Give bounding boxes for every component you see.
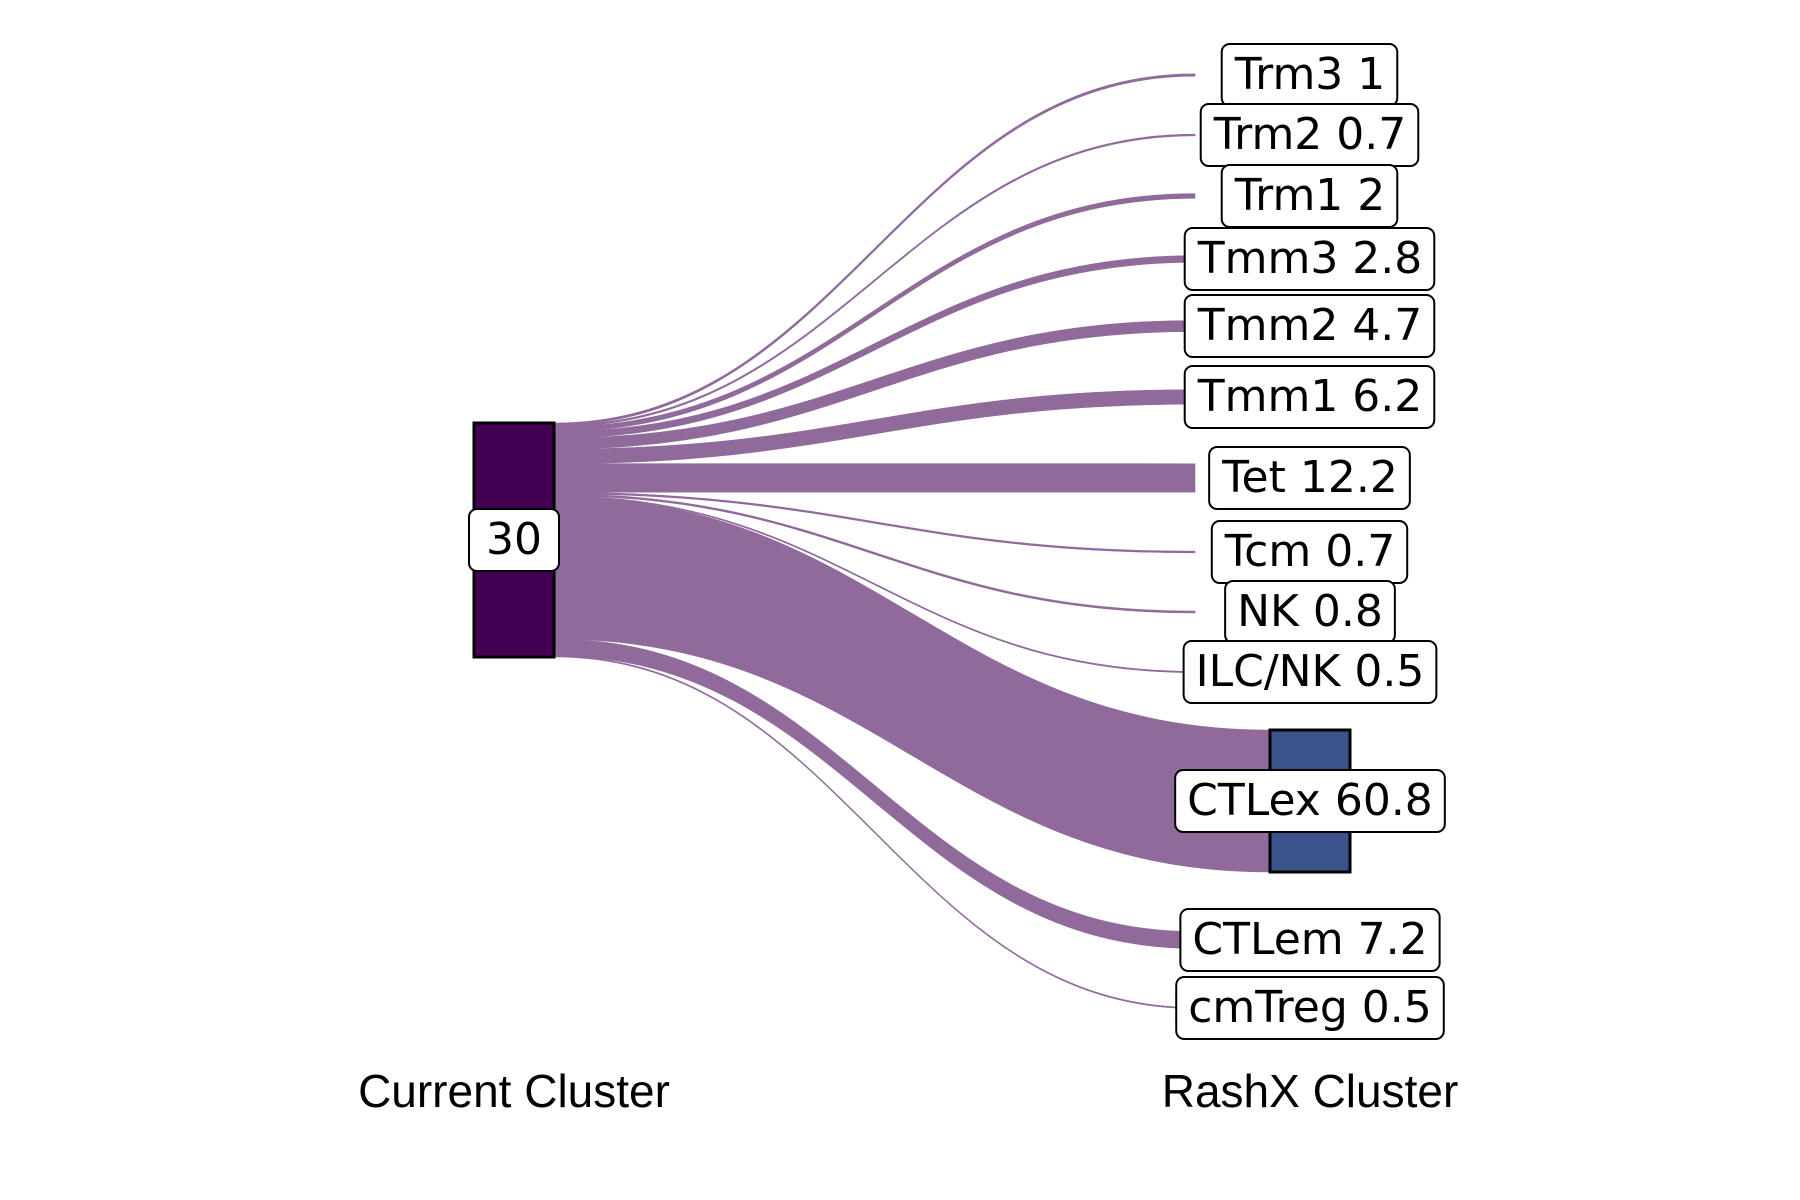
target-label-box: [1183, 365, 1436, 429]
flow-link-tet: [553, 463, 1196, 493]
target-label-tmm1: Tmm1 6.2: [1183, 365, 1436, 429]
target-label-text: Tcm 0.7: [1224, 526, 1395, 577]
target-label-text: ILC/NK 0.5: [1196, 646, 1425, 697]
target-label-text: Trm3 1: [1234, 49, 1386, 100]
target-label-text: Tmm1 6.2: [1197, 371, 1423, 422]
target-label-ctlem: CTLem 7.2: [1179, 908, 1441, 972]
flow-link-trm2: [553, 133, 1196, 428]
links-layer: [553, 73, 1271, 1009]
target-label-text: CTLem 7.2: [1192, 914, 1427, 965]
target-label-box: [1208, 446, 1411, 510]
target-label-text: Tmm3 2.8: [1197, 233, 1423, 284]
target-label-box: [1182, 640, 1438, 704]
flow-link-tcm: [553, 491, 1196, 554]
target-label-text: Trm2 0.7: [1213, 109, 1407, 160]
target-labels-layer: Trm3 1 Trm2 0.7 Trm1 2 Tmm3 2.8 Tmm2 4.7 Tmm1…: [1174, 43, 1446, 1040]
target-label-trm2: Trm2 0.7: [1199, 103, 1420, 167]
target-label-text: Trm1 2: [1234, 170, 1386, 221]
target-label-text: CTLex 60.8: [1187, 775, 1433, 826]
target-label-box: [1183, 294, 1436, 358]
flow-link-trm1: [553, 193, 1196, 432]
target-label-text: Tet 12.2: [1221, 452, 1398, 503]
source-label-box: [468, 508, 560, 572]
target-label-box: [1174, 769, 1446, 833]
target-label-ctlex: CTLex 60.8: [1174, 769, 1446, 833]
target-label-trm3: Trm3 1: [1220, 43, 1399, 107]
target-label-cmtreg: cmTreg 0.5: [1175, 976, 1445, 1040]
target-label-tmm2: Tmm2 4.7: [1183, 294, 1436, 358]
right-axis-label: RashX Cluster: [1162, 1065, 1459, 1117]
flow-link-nk: [553, 493, 1196, 614]
target-label-box: [1183, 227, 1436, 291]
target-label-text: cmTreg 0.5: [1188, 982, 1432, 1033]
nodes-layer: 30: [468, 421, 560, 659]
target-label-text: NK 0.8: [1237, 586, 1383, 637]
target-label-trm1: Trm1 2: [1220, 164, 1399, 228]
target-label-nk: NK 0.8: [1224, 580, 1396, 644]
target-label-text: Tmm2 4.7: [1197, 300, 1423, 351]
target-label-box: [1175, 976, 1445, 1040]
flow-link-trm3: [553, 73, 1196, 426]
source-node-label: 30: [486, 514, 542, 565]
left-axis-label: Current Cluster: [358, 1065, 670, 1117]
target-label-box: [1179, 908, 1441, 972]
target-label-ilc-nk: ILC/NK 0.5: [1182, 640, 1438, 704]
target-label-tet: Tet 12.2: [1208, 446, 1411, 510]
target-label-tmm3: Tmm3 2.8: [1183, 227, 1436, 291]
target-label-tcm: Tcm 0.7: [1210, 520, 1409, 584]
